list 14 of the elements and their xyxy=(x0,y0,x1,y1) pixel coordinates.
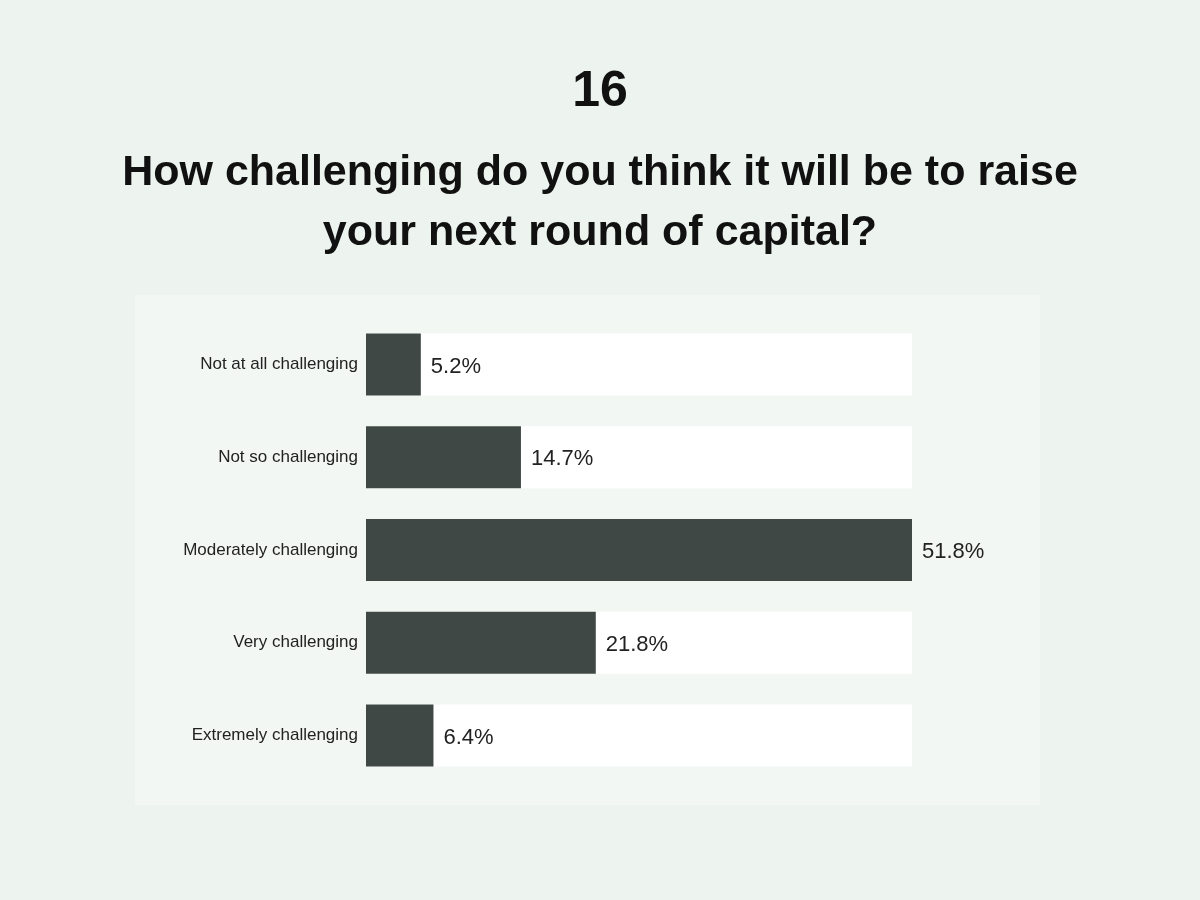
data-label: 14.7% xyxy=(530,445,594,471)
y-tick-label: Moderately challenging xyxy=(183,539,358,559)
y-tick-label: Extremely challenging xyxy=(191,725,358,745)
data-label: 6.4% xyxy=(443,723,494,749)
data-label: 51.8% xyxy=(922,538,985,564)
y-tick-label: Not at all challenging xyxy=(200,354,358,374)
data-label: 21.8% xyxy=(605,630,669,656)
data-label: 5.2% xyxy=(430,352,481,378)
y-tick-label: Not so challenging xyxy=(218,446,358,466)
y-tick-label: Very challenging xyxy=(233,632,358,652)
chart-subtitle: How challenging do you think it will be to raise your next round of capital? xyxy=(121,145,1079,256)
bar xyxy=(366,333,421,396)
bar xyxy=(366,704,434,767)
chart-title: 16 xyxy=(571,60,629,118)
